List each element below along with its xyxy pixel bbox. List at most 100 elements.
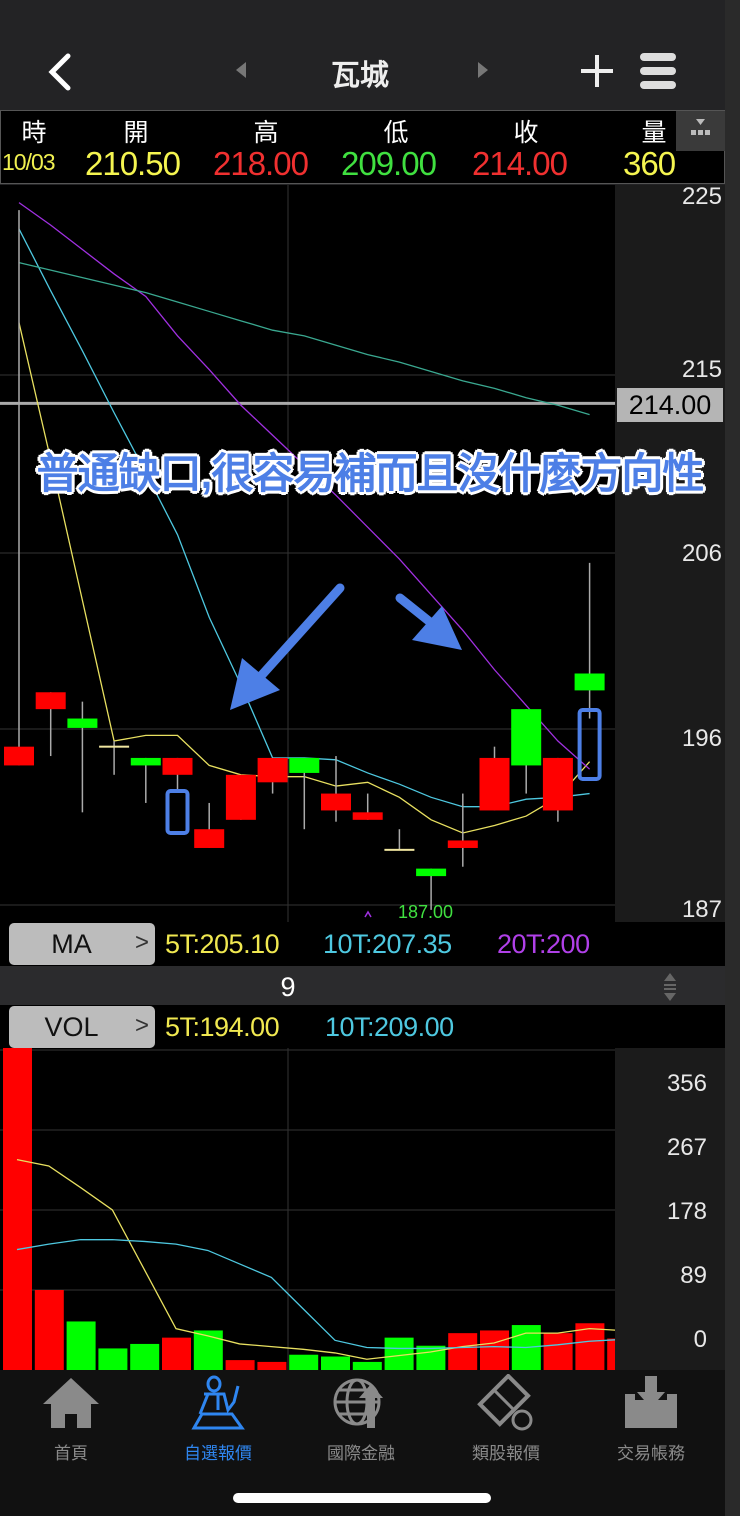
- label-close: 收: [513, 119, 539, 147]
- volume-bar: [225, 1360, 255, 1370]
- nav-trading[interactable]: 交易帳務: [586, 1374, 716, 1464]
- ma5-value: 5T:205.10: [165, 929, 280, 959]
- candle-body: [35, 692, 66, 710]
- quote-volume: 360: [623, 145, 676, 182]
- nav-label: 交易帳務: [617, 1444, 685, 1463]
- next-stock-triangle-icon[interactable]: [476, 60, 490, 80]
- volume-bar: [257, 1361, 287, 1370]
- quote-date: 10/03: [2, 149, 56, 175]
- nav-label: 類股報價: [472, 1444, 540, 1463]
- price-tick: 206: [681, 540, 722, 567]
- volume-bar: [289, 1354, 319, 1370]
- vol-button[interactable]: VOL >: [9, 1006, 155, 1048]
- vol-tick: 0: [693, 1326, 707, 1353]
- volume-bar: [34, 1290, 64, 1370]
- price-chart[interactable]: [0, 185, 725, 922]
- caret-marker: [364, 910, 372, 918]
- volume-bar: [321, 1356, 350, 1370]
- film-coin-icon: [477, 1373, 533, 1431]
- watchlist-person-icon: [191, 1375, 245, 1430]
- price-tick: 187: [681, 896, 722, 923]
- arrow-down-right-icon: [395, 593, 462, 650]
- volume-bar: [448, 1333, 478, 1370]
- nav-sector[interactable]: 類股報價: [441, 1373, 571, 1464]
- back-chevron-icon[interactable]: [44, 52, 74, 92]
- volume-bar: [66, 1321, 96, 1370]
- header: 瓦城: [0, 24, 740, 110]
- ma_long-line: [18, 262, 590, 416]
- volume-ma5-line: [16, 1159, 615, 1360]
- volume-bar: [352, 1361, 382, 1370]
- label-time: 時: [21, 119, 47, 147]
- volume-chart[interactable]: 356 267 178 89 0: [0, 1048, 725, 1370]
- volume-bar: [416, 1345, 446, 1370]
- volume-bars: [0, 1048, 615, 1370]
- nav-label: 自選報價: [184, 1444, 252, 1463]
- candle-body: [416, 868, 447, 877]
- candle-body: [479, 757, 510, 811]
- volume-bar: [543, 1333, 573, 1370]
- highlight-box: [165, 789, 190, 835]
- price-axis: [615, 185, 725, 922]
- nav-watchlist[interactable]: 自選報價: [153, 1374, 283, 1464]
- vol-button-label: VOL: [44, 1012, 99, 1042]
- candle-doji: [384, 848, 415, 851]
- status-bar: [0, 0, 740, 24]
- volume-bar: [98, 1348, 128, 1370]
- vol-ma10-value: 10T:209.00: [325, 1012, 454, 1042]
- menu-icon[interactable]: [638, 51, 678, 91]
- ma10-value: 10T:207.35: [323, 929, 452, 959]
- vol-row: VOL > 5T:194.00 10T:209.00: [0, 1005, 725, 1049]
- candle-body: [321, 793, 351, 811]
- vol-tick: 356: [666, 1070, 707, 1097]
- divider-value: 9: [280, 972, 296, 1002]
- panel-divider-handle[interactable]: 9: [0, 966, 725, 1006]
- candle-body: [130, 757, 161, 766]
- annotation-caption: 普通缺口,很容易補而且沒什麼方向性: [36, 450, 705, 497]
- ma-button-label: MA: [51, 929, 92, 959]
- label-low: 低: [383, 119, 409, 147]
- arrow-down-left-icon: [230, 583, 345, 710]
- inbox-download-icon: [625, 1376, 677, 1428]
- label-high: 高: [253, 119, 279, 147]
- globe-icon: [333, 1378, 383, 1428]
- last-price-tag: 214.00: [617, 388, 723, 422]
- ma-button[interactable]: MA >: [9, 923, 155, 965]
- vol-tick: 267: [666, 1134, 707, 1161]
- prev-stock-triangle-icon[interactable]: [234, 60, 248, 80]
- candle-body: [352, 812, 383, 820]
- price-tick: 215: [681, 356, 722, 383]
- vol-tick: 89: [680, 1262, 707, 1289]
- label-volume: 量: [641, 119, 667, 147]
- volume-ma10-line: [16, 1239, 615, 1350]
- plus-icon[interactable]: [578, 52, 616, 90]
- scrollbar-track[interactable]: [725, 0, 740, 1516]
- volume-bar: [130, 1343, 160, 1370]
- quote-low: 209.00: [341, 145, 437, 182]
- nav-home[interactable]: 首頁: [6, 1374, 136, 1464]
- label-open: 開: [123, 119, 149, 147]
- candle-body: [4, 746, 34, 766]
- bottom-nav: 首頁 自選報價 國際金融 類股報價 交易帳務: [0, 1370, 725, 1516]
- candle-body: [194, 829, 225, 848]
- vol-tick: 178: [666, 1198, 707, 1225]
- candle-body: [162, 757, 193, 775]
- chevron-right-icon: >: [134, 929, 149, 956]
- nav-international[interactable]: 國際金融: [296, 1374, 426, 1464]
- volume-bar: [3, 1048, 32, 1370]
- quote-open: 210.50: [85, 145, 181, 182]
- candle-body: [225, 774, 256, 820]
- resize-updown-icon[interactable]: [660, 972, 680, 1002]
- nav-label: 國際金融: [327, 1444, 395, 1463]
- nav-label: 首頁: [54, 1444, 88, 1463]
- stock-title: 瓦城: [330, 60, 389, 92]
- quote-close: 214.00: [472, 145, 568, 182]
- quote-options-button[interactable]: [676, 111, 725, 151]
- candle-body: [289, 757, 320, 773]
- annotation-arrows: [230, 583, 462, 710]
- home-indicator[interactable]: [233, 1493, 491, 1503]
- volume-bar: [607, 1338, 615, 1370]
- ma20-line: [18, 202, 591, 770]
- ma-row: MA > 5T:205.10 10T:207.35 20T:200: [0, 922, 725, 966]
- candle-doji: [99, 745, 130, 748]
